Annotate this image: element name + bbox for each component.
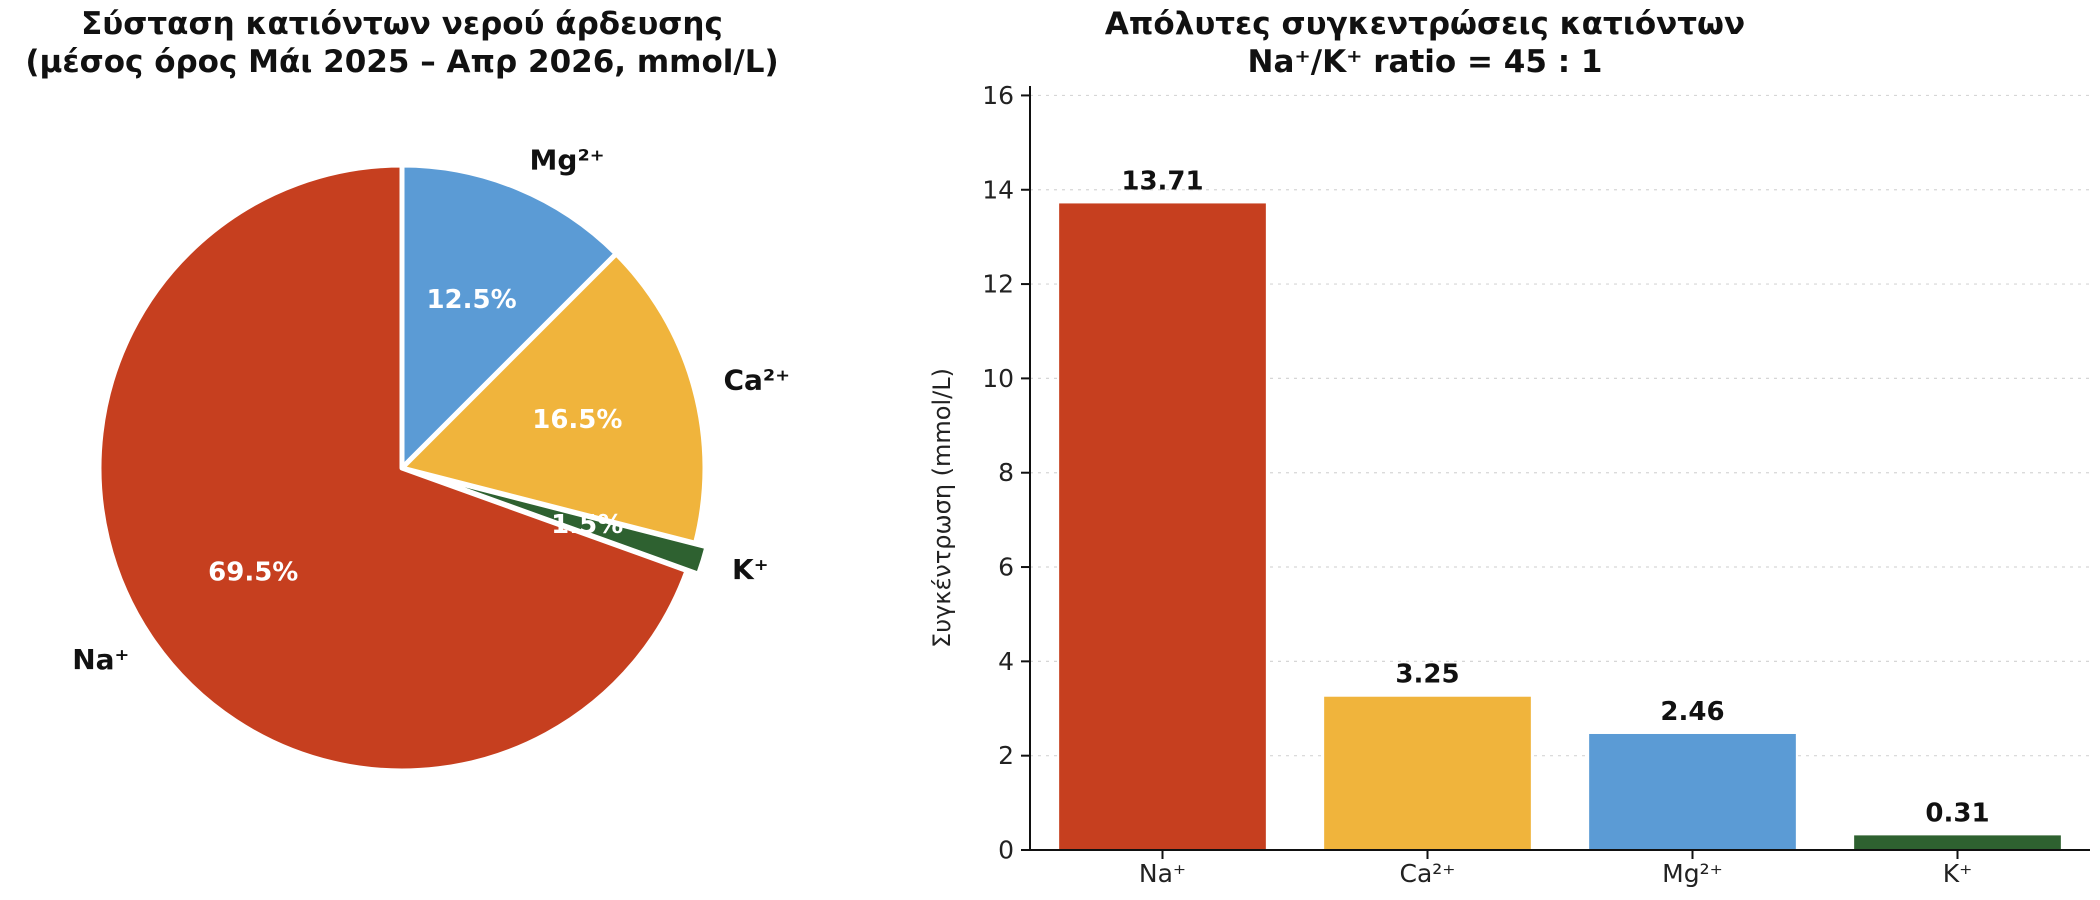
x-tick-label-na: Na⁺ [1139,859,1186,888]
y-tick-label: 2 [998,741,1014,770]
x-tick-label-mg: Mg²⁺ [1662,859,1723,888]
pie-label-mg: Mg²⁺ [530,144,605,177]
bar-k [1854,835,2061,850]
bar-title-line-2: Na⁺/K⁺ ratio = 45 : 1 [1248,44,1603,80]
pie-chart-panel: Σύσταση κατιόντων νερού άρδευσης (μέσος … [25,6,790,774]
bar-x-tick-labels: Na⁺ Ca²⁺ Mg²⁺ K⁺ [1139,859,1972,888]
bar-na [1059,203,1266,850]
bar-mg [1589,733,1796,850]
bar-ca [1324,696,1531,850]
y-tick-label: 4 [998,647,1014,676]
pie-label-k: K⁺ [732,553,768,586]
y-tick-label: 14 [982,175,1014,204]
bar-series [1059,203,2061,850]
y-tick-label: 16 [982,81,1014,110]
pie-percentage-labels: 12.5% 16.5% 1.5% 69.5% [208,285,623,587]
bar-y-tick-labels: 0 2 4 6 8 10 12 14 16 [982,81,1014,865]
y-tick-label: 12 [982,270,1014,299]
pie-slice-na [96,162,690,774]
bar-value-label-na: 13.71 [1121,166,1203,196]
pie-pct-label-k: 1.5% [551,510,623,540]
pie-pct-label-mg: 12.5% [426,285,516,315]
pie-slices [96,162,710,774]
pie-label-na: Na⁺ [72,643,129,676]
bar-y-axis-label: Συγκέντρωση (mmol/L) [928,368,956,648]
pie-slice-ca [399,251,708,546]
bar-value-labels: 13.71 3.25 2.46 0.31 [1121,166,1989,828]
y-tick-label: 6 [998,553,1014,582]
bar-title-line-1: Απόλυτες συγκεντρώσεις κατιόντων [1105,6,1745,42]
pie-label-ca: Ca²⁺ [723,364,790,397]
bar-chart-panel: Απόλυτες συγκεντρώσεις κατιόντων Na⁺/K⁺ … [928,6,2090,888]
x-tick-label-k: K⁺ [1943,859,1973,888]
bar-value-label-mg: 2.46 [1660,697,1724,727]
y-tick-label: 8 [998,458,1014,487]
x-tick-label-ca: Ca²⁺ [1400,859,1456,888]
pie-pct-label-na: 69.5% [208,558,298,588]
y-tick-label: 0 [998,836,1014,865]
bar-value-label-k: 0.31 [1925,798,1989,828]
pie-pct-label-ca: 16.5% [532,405,622,435]
pie-title-line-2: (μέσος όρος Μάι 2025 – Απρ 2026, mmol/L) [25,44,778,80]
pie-slice-labels: Mg²⁺ Ca²⁺ K⁺ Na⁺ [72,144,790,677]
bar-value-label-ca: 3.25 [1395,660,1459,690]
pie-title-line-1: Σύσταση κατιόντων νερού άρδευσης [81,6,723,42]
y-tick-label: 10 [982,364,1014,393]
pie-slice-mg [399,162,619,471]
bar-axes [1021,86,2090,859]
